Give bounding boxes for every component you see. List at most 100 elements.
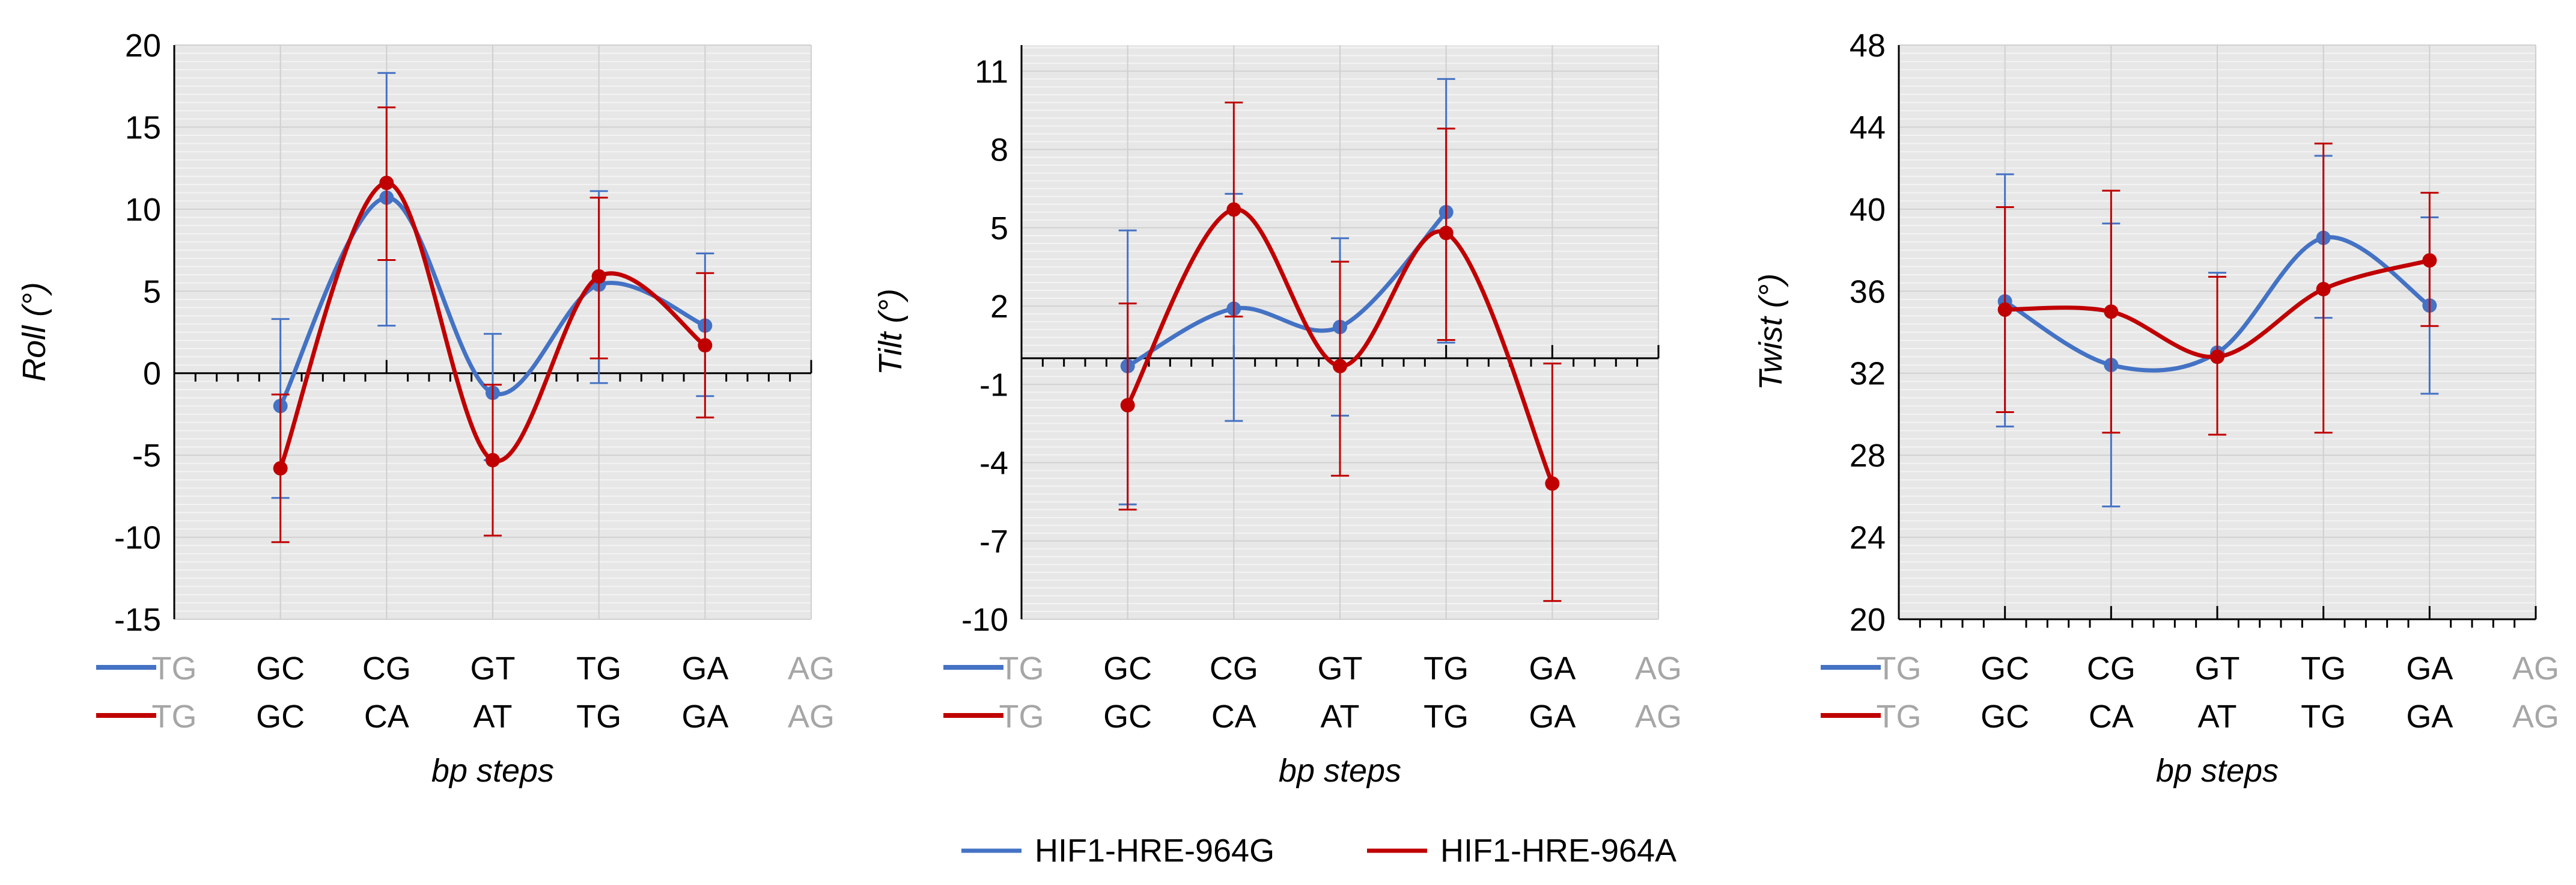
x-axis-label: bp steps bbox=[1279, 753, 1401, 789]
legend-label-964a: HIF1-HRE-964A bbox=[1440, 833, 1676, 869]
y-axis-label: Roll (°) bbox=[16, 282, 52, 382]
x-category-label: TG bbox=[2301, 651, 2346, 687]
y-axis-label: Twist (°) bbox=[1753, 274, 1789, 391]
x-category-label: TG bbox=[1423, 651, 1469, 687]
y-tick-label: 2 bbox=[990, 289, 1008, 325]
x-category-label: TG bbox=[152, 651, 197, 687]
x-category-label: TG bbox=[999, 651, 1044, 687]
data-point bbox=[2210, 349, 2224, 364]
category-rows: TG GC CG GT TG GA AG TG GC CA AT TG GA AG bbox=[1821, 651, 2559, 735]
x-category-label: TG bbox=[152, 699, 197, 735]
x-category-label: CA bbox=[364, 699, 409, 735]
x-category-label: TG bbox=[999, 699, 1044, 735]
data-point bbox=[1226, 202, 1241, 217]
y-ticks: 20 24 28 32 36 40 44 48 bbox=[1850, 28, 1886, 638]
x-category-label: GA bbox=[1529, 699, 1576, 735]
data-point bbox=[1439, 225, 1454, 240]
y-tick-label: 32 bbox=[1850, 356, 1886, 392]
x-category-label: GC bbox=[256, 699, 305, 735]
x-category-label: TG bbox=[2301, 699, 2346, 735]
x-category-label: GA bbox=[2406, 699, 2453, 735]
data-point bbox=[2422, 253, 2437, 268]
y-tick-label: 44 bbox=[1850, 109, 1886, 145]
y-tick-label: 15 bbox=[125, 109, 161, 145]
x-category-label: AT bbox=[1321, 699, 1360, 735]
y-tick-label: 20 bbox=[125, 28, 161, 64]
x-category-label: AG bbox=[1635, 699, 1682, 735]
x-category-label: CG bbox=[362, 651, 411, 687]
data-point bbox=[273, 461, 288, 476]
plot-marks bbox=[1996, 142, 2439, 507]
data-point bbox=[1997, 302, 2012, 317]
y-ticks: -15 -10 -5 0 5 10 15 20 bbox=[114, 28, 161, 638]
y-tick-label: -5 bbox=[132, 438, 161, 474]
x-category-label: CA bbox=[1211, 699, 1256, 735]
y-tick-label: 20 bbox=[1850, 602, 1886, 638]
x-category-label: TG bbox=[1423, 699, 1469, 735]
twist-chart: 20 24 28 32 36 40 44 48 Twist (°) TG GC CG GT TG GA A… bbox=[1753, 28, 2559, 789]
x-category-label: TG bbox=[1877, 699, 1922, 735]
x-category-label: AG bbox=[1635, 651, 1682, 687]
y-tick-label: -7 bbox=[979, 524, 1008, 560]
y-tick-label: 5 bbox=[143, 274, 161, 310]
x-category-label: GT bbox=[470, 651, 516, 687]
x-category-label: GA bbox=[1529, 651, 1576, 687]
y-tick-label: 5 bbox=[990, 210, 1008, 247]
x-category-label: GC bbox=[1103, 651, 1152, 687]
legend: HIF1-HRE-964G HIF1-HRE-964A bbox=[961, 833, 1676, 869]
x-category-label: AT bbox=[473, 699, 513, 735]
data-point bbox=[591, 269, 606, 284]
series-line bbox=[2003, 235, 2431, 373]
category-rows: TG GC CG GT TG GA AG TG GC CA AT TG GA AG bbox=[943, 651, 1682, 735]
series-line bbox=[1127, 210, 1448, 369]
data-point bbox=[2316, 281, 2331, 296]
data-point bbox=[698, 338, 713, 353]
x-category-label: AG bbox=[788, 651, 835, 687]
x-category-label: GA bbox=[681, 699, 728, 735]
data-point bbox=[486, 453, 500, 468]
x-category-label: GC bbox=[1103, 699, 1152, 735]
data-point bbox=[1333, 358, 1347, 373]
x-axis-label: bp steps bbox=[2156, 753, 2279, 789]
x-category-label: CG bbox=[1210, 651, 1258, 687]
y-tick-label: -15 bbox=[114, 602, 161, 638]
data-point bbox=[1545, 476, 1560, 491]
x-category-label: AG bbox=[2512, 651, 2559, 687]
x-category-label: AG bbox=[2512, 699, 2559, 735]
data-point bbox=[2104, 304, 2119, 319]
x-category-label: AT bbox=[2198, 699, 2237, 735]
roll-chart: -15 -10 -5 0 5 10 15 20 Roll (°) TG GC CG GT TG GA AG… bbox=[16, 28, 835, 789]
y-tick-label: 28 bbox=[1850, 438, 1886, 474]
x-category-label: GA bbox=[2406, 651, 2453, 687]
series-line bbox=[278, 180, 707, 470]
data-point bbox=[1120, 398, 1135, 413]
x-axis-label: bp steps bbox=[431, 753, 554, 789]
y-tick-label: 48 bbox=[1850, 28, 1886, 64]
y-tick-label: 10 bbox=[125, 192, 161, 228]
category-rows: TG GC CG GT TG GA AG TG GC CA AT TG GA AG bbox=[96, 651, 835, 735]
y-tick-label: -4 bbox=[979, 446, 1008, 482]
legend-label-964g: HIF1-HRE-964G bbox=[1035, 833, 1274, 869]
y-tick-label: 0 bbox=[143, 356, 161, 392]
y-ticks: -10 -7 -4 -1 2 5 8 11 bbox=[961, 54, 1008, 638]
series-line bbox=[278, 195, 706, 407]
x-category-label: GC bbox=[256, 651, 305, 687]
x-category-label: GC bbox=[1981, 651, 2029, 687]
x-category-label: CA bbox=[2089, 699, 2134, 735]
x-category-label: GA bbox=[681, 651, 728, 687]
x-category-label: GC bbox=[1981, 699, 2029, 735]
axes bbox=[1898, 45, 2537, 628]
x-category-label: TG bbox=[576, 651, 621, 687]
y-tick-label: -1 bbox=[979, 367, 1008, 403]
x-category-label: CG bbox=[2087, 651, 2136, 687]
y-tick-label: 24 bbox=[1850, 520, 1886, 556]
y-tick-label: 36 bbox=[1850, 274, 1886, 310]
y-tick-label: -10 bbox=[114, 520, 161, 556]
y-tick-label: -10 bbox=[961, 602, 1008, 638]
y-tick-label: 11 bbox=[975, 54, 1008, 90]
x-category-label: GT bbox=[2195, 651, 2240, 687]
y-tick-label: 40 bbox=[1850, 192, 1886, 228]
y-tick-label: 8 bbox=[990, 132, 1008, 168]
